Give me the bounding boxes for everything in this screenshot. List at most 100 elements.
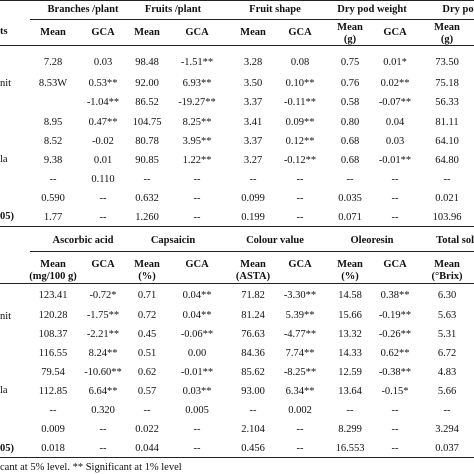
table1-cell: 0.01 [93,155,113,166]
table1-cell: -0.01** [378,155,412,166]
table2-cell: 13.64 [338,386,362,397]
table1-cell: 64.10 [435,136,459,147]
table2-cell: 15.66 [338,310,362,321]
table2-cell: 84.36 [241,348,265,359]
table2-cell: -- [99,443,107,454]
table1-cell: 3.37 [243,136,263,147]
table2-cell: 4.83 [437,367,457,378]
table2-cell: 6.64** [88,386,118,397]
table2-cell: -- [193,424,201,435]
table2-cell: 81.24 [241,310,265,321]
table2-cell: 0.62 [137,367,157,378]
table1-cell: 103.96 [432,212,462,223]
table1-cell: -- [391,193,399,204]
table1-cell: -- [391,212,399,223]
table2-cell: 0.456 [241,443,265,454]
table1-cell: 104.75 [132,117,162,128]
table1-cell: 0.08 [290,57,310,68]
table1-cell: 0.071 [338,212,362,223]
table1-cell: -1.04** [86,97,120,108]
table2-cell: 0.009 [41,424,65,435]
table1-cell: -0.07** [378,97,412,108]
table2-cell: 116.55 [38,348,68,359]
table1-column-header: GCA [185,27,209,38]
table1-group-header: Fruit shape [249,4,301,15]
table2-cell: 5.31 [437,329,457,340]
table2-row-label: la [0,385,8,396]
table2-cell: 0.72 [137,310,157,321]
table2-cell: 71.82 [241,290,265,301]
table1-group-header: Dry pod weight [337,4,407,15]
table1-cell: 7.28 [43,57,63,68]
table1-cell: 3.27 [243,155,263,166]
table2-cell: 6.30 [437,290,457,301]
table1-cell: 8.95 [43,117,63,128]
table1-cell: 8.25** [182,117,212,128]
table1-cell: -- [193,193,201,204]
table2-cell: 3.294 [435,424,459,435]
table2-cell: 0.002 [288,405,312,416]
table1-cell: 0.75 [340,57,360,68]
table2-cell: -- [143,405,151,416]
table2-cell: 0.38** [380,290,410,301]
table2-cell: 5.63 [437,310,457,321]
table1-cell: 98.48 [135,57,159,68]
table1-cell: 0.09** [285,117,315,128]
table2-cell: -4.77** [283,329,317,340]
table1-cell: 75.18 [435,78,459,89]
table2-cell: 0.62** [380,348,410,359]
table1-cell: 0.110 [91,174,115,185]
table2-cell: -- [391,443,399,454]
table1-cell: 0.12** [285,136,315,147]
table2-cell: -10.60** [84,367,122,378]
table2-cell: 14.33 [338,348,362,359]
table2-cell: -0.19** [378,310,412,321]
table2-column-header: Mean (ASTA) [235,259,271,282]
table1-group-header: Fruits /plant [144,4,202,15]
table2-cell: 6.72 [437,348,457,359]
table1-cell: -- [346,174,354,185]
table1-row-label: nit [0,78,12,89]
table2-cell: 0.022 [135,424,159,435]
table1-cell: 3.28 [243,57,263,68]
table2-cell: -- [391,405,399,416]
table1-subhead-rule [0,45,474,46]
table2-cell: 2.104 [241,424,265,435]
table2-cell: -- [296,443,304,454]
table2-cell: 0.45 [137,329,157,340]
table2-cell: 5.39** [285,310,315,321]
table2-group-header: Total solu [436,235,474,246]
table1-row-label: 05) [0,211,14,222]
table2-column-header: GCA [91,259,115,270]
table1-cell: -- [296,193,304,204]
table1-group-header: Dry po [442,4,474,15]
table1-cell: 3.37 [243,97,263,108]
table2-cell: 0.018 [41,443,65,454]
table1-cell: -1.51** [180,57,214,68]
table1-cell: 8.52 [43,136,63,147]
table1-row-label: la [0,154,8,165]
table1-cell: 81.11 [435,117,459,128]
table1-cell: 3.50 [243,78,263,89]
table2-cell: -0.06** [180,329,214,340]
table2-group-rule [30,251,474,252]
table2-cell: -- [249,405,257,416]
table1-cell: 86.52 [135,97,159,108]
table1-cell: -- [296,174,304,185]
table2-cell: -3.30** [283,290,317,301]
table2-cell: 0.71 [137,290,157,301]
table2-cell: -1.75** [86,310,120,321]
table1-cell: 9.38 [43,155,63,166]
table2-cell: 93.00 [241,386,265,397]
table1-group-header: Branches /plant [47,4,119,15]
table1-bottom-rule [0,226,474,227]
table2-group-header: Capsaicin [150,235,196,246]
table1-column-header: Mean [40,27,66,38]
table2-cell: -- [193,443,201,454]
table1-column-header: Mean [134,27,160,38]
table2-cell: 0.005 [185,405,209,416]
table1-cell: 64.80 [435,155,459,166]
table2-cell: 112.85 [38,386,68,397]
table1-cell: 56.33 [435,97,459,108]
